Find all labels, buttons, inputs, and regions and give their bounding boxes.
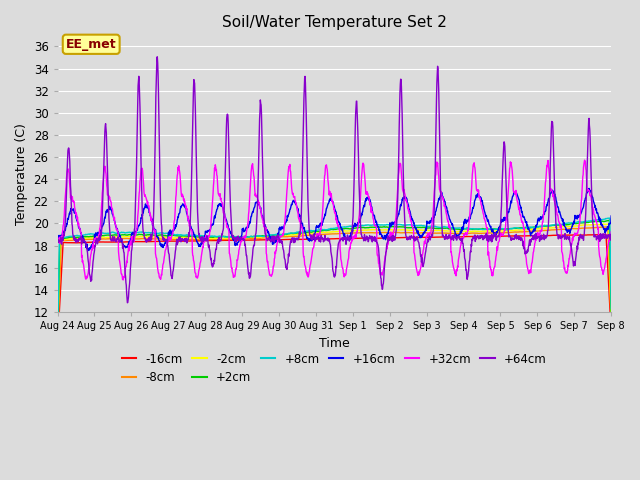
- +16cm: [607, 213, 615, 219]
- -2cm: [97, 234, 104, 240]
- -2cm: [54, 333, 61, 338]
- +2cm: [605, 217, 613, 223]
- X-axis label: Time: Time: [319, 336, 350, 349]
- -16cm: [369, 235, 376, 241]
- +8cm: [310, 228, 317, 233]
- +32cm: [120, 277, 127, 283]
- -2cm: [607, 324, 615, 330]
- Line: +2cm: +2cm: [58, 220, 611, 342]
- -8cm: [300, 233, 308, 239]
- +2cm: [54, 339, 61, 345]
- -2cm: [369, 227, 376, 232]
- Legend: -16cm, -8cm, -2cm, +2cm, +8cm, +16cm, +32cm, +64cm: -16cm, -8cm, -2cm, +2cm, +8cm, +16cm, +3…: [117, 348, 552, 389]
- +64cm: [97, 237, 104, 242]
- +2cm: [300, 230, 308, 236]
- +32cm: [289, 190, 297, 196]
- +16cm: [585, 186, 593, 192]
- Line: +16cm: +16cm: [58, 189, 611, 251]
- +16cm: [300, 225, 308, 230]
- +64cm: [289, 235, 297, 241]
- +2cm: [97, 233, 104, 239]
- +32cm: [607, 229, 615, 235]
- -16cm: [598, 232, 606, 238]
- -16cm: [300, 237, 308, 242]
- +2cm: [289, 230, 296, 236]
- -8cm: [97, 236, 104, 242]
- +16cm: [310, 233, 318, 239]
- +8cm: [54, 338, 61, 344]
- -16cm: [310, 236, 317, 242]
- -8cm: [119, 236, 127, 241]
- -16cm: [54, 341, 61, 347]
- +16cm: [97, 227, 104, 233]
- +16cm: [289, 199, 297, 205]
- +8cm: [300, 228, 308, 234]
- +8cm: [119, 229, 127, 235]
- +32cm: [310, 240, 318, 245]
- +64cm: [607, 233, 615, 239]
- -8cm: [310, 232, 317, 238]
- -8cm: [54, 340, 61, 346]
- Line: +8cm: +8cm: [58, 218, 611, 341]
- +8cm: [607, 306, 615, 312]
- +8cm: [97, 230, 104, 236]
- +32cm: [119, 274, 127, 279]
- +32cm: [97, 221, 104, 227]
- Line: +32cm: +32cm: [58, 160, 611, 280]
- -2cm: [600, 221, 607, 227]
- +32cm: [369, 215, 377, 221]
- Line: -2cm: -2cm: [58, 224, 611, 336]
- +64cm: [311, 236, 319, 242]
- -2cm: [310, 230, 317, 236]
- +2cm: [310, 228, 317, 234]
- +64cm: [154, 54, 161, 60]
- +16cm: [369, 211, 377, 216]
- -2cm: [289, 232, 296, 238]
- -16cm: [289, 237, 296, 242]
- Line: +64cm: +64cm: [58, 57, 611, 303]
- -8cm: [289, 233, 296, 239]
- +16cm: [84, 248, 92, 253]
- -8cm: [369, 230, 376, 236]
- -16cm: [119, 239, 127, 245]
- Line: -16cm: -16cm: [58, 235, 611, 344]
- +32cm: [580, 157, 588, 163]
- +2cm: [607, 311, 615, 317]
- +32cm: [54, 235, 61, 241]
- +64cm: [124, 300, 131, 306]
- +64cm: [54, 235, 61, 241]
- +8cm: [289, 230, 296, 236]
- +2cm: [119, 232, 127, 238]
- Title: Soil/Water Temperature Set 2: Soil/Water Temperature Set 2: [222, 15, 447, 30]
- Y-axis label: Temperature (C): Temperature (C): [15, 123, 28, 225]
- +64cm: [119, 242, 127, 248]
- +16cm: [120, 241, 127, 247]
- -8cm: [602, 224, 610, 230]
- +16cm: [54, 234, 61, 240]
- -2cm: [119, 234, 127, 240]
- +2cm: [369, 224, 376, 230]
- Line: -8cm: -8cm: [58, 227, 611, 343]
- +64cm: [369, 236, 377, 241]
- -16cm: [607, 330, 615, 336]
- Text: EE_met: EE_met: [66, 38, 116, 51]
- +8cm: [605, 215, 613, 221]
- -16cm: [97, 239, 104, 245]
- -8cm: [607, 322, 615, 328]
- +64cm: [301, 75, 308, 81]
- -2cm: [300, 231, 308, 237]
- +32cm: [300, 256, 308, 262]
- +8cm: [369, 222, 376, 228]
